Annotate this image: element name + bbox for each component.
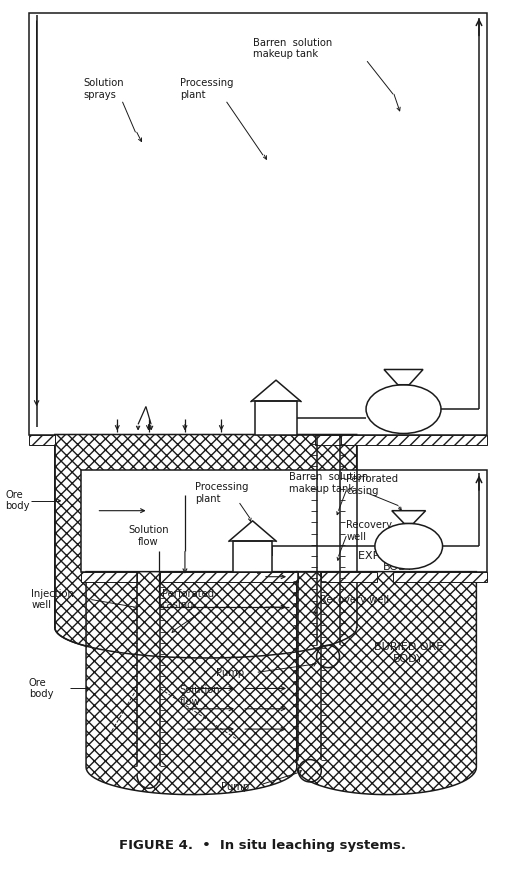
Text: Recovery well: Recovery well bbox=[320, 594, 389, 605]
Polygon shape bbox=[384, 369, 423, 385]
Bar bbox=[81, 470, 487, 572]
Text: Processing
plant: Processing plant bbox=[195, 482, 249, 504]
Text: Solution
flow: Solution flow bbox=[180, 686, 220, 706]
Text: Injection
well: Injection well bbox=[32, 589, 74, 610]
Ellipse shape bbox=[366, 385, 441, 434]
Text: FIGURE 4.  •  In situ leaching systems.: FIGURE 4. • In situ leaching systems. bbox=[119, 839, 407, 852]
Text: Processing
plant: Processing plant bbox=[180, 78, 233, 100]
Text: Barren  solution
makeup tank: Barren solution makeup tank bbox=[252, 37, 332, 59]
Text: BURIED ORE
BODY: BURIED ORE BODY bbox=[374, 642, 443, 664]
Text: Barren  solution
makeup tank: Barren solution makeup tank bbox=[289, 472, 368, 494]
Text: Solution
flow: Solution flow bbox=[128, 525, 169, 547]
Bar bbox=[29, 434, 55, 445]
Bar bbox=[255, 401, 297, 434]
Polygon shape bbox=[86, 572, 297, 794]
Bar bbox=[341, 434, 487, 445]
Text: Recovery
well: Recovery well bbox=[346, 521, 392, 541]
Text: EXPOSED ORE
BODY: EXPOSED ORE BODY bbox=[358, 551, 438, 573]
Bar bbox=[315, 434, 357, 445]
Ellipse shape bbox=[375, 523, 442, 569]
Text: Perforated
casing: Perforated casing bbox=[346, 474, 398, 496]
Bar bbox=[233, 541, 272, 572]
Bar bbox=[321, 572, 378, 581]
Polygon shape bbox=[297, 572, 477, 794]
Text: Pump: Pump bbox=[216, 668, 244, 678]
Text: Ore
body: Ore body bbox=[5, 490, 30, 511]
Bar bbox=[29, 13, 487, 434]
Bar bbox=[160, 572, 298, 581]
Text: Solution
sprays: Solution sprays bbox=[84, 78, 124, 100]
Bar bbox=[393, 572, 487, 581]
Polygon shape bbox=[55, 434, 357, 658]
Polygon shape bbox=[392, 511, 426, 523]
Text: Perforated
casing: Perforated casing bbox=[161, 589, 214, 610]
Text: Ore
body: Ore body bbox=[29, 678, 53, 700]
Bar bbox=[81, 572, 137, 581]
Text: Pump: Pump bbox=[221, 782, 249, 793]
